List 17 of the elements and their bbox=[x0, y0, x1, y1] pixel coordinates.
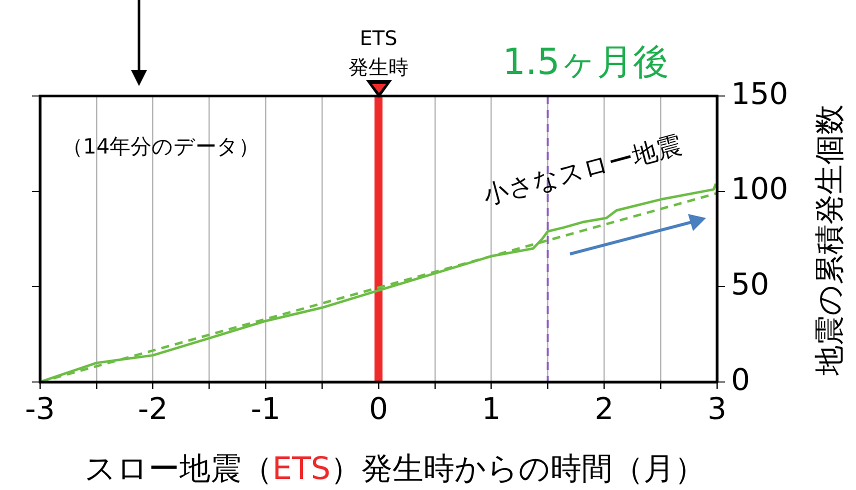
x-axis-title: スロー地震（ETS）発生時からの時間（月） bbox=[84, 451, 706, 487]
annotation: （14年分のデータ） bbox=[62, 134, 260, 158]
annotation: 小さなスロー地震 bbox=[480, 130, 685, 210]
ref-line-label: ETS 発生時 bbox=[348, 26, 408, 79]
y-tick-label: 0 bbox=[731, 362, 750, 398]
ref-line-label: 1.5ヶ月後 bbox=[502, 42, 669, 83]
y-axis-title: 地震の累積発生個数 bbox=[812, 104, 848, 376]
y-tick-label: 50 bbox=[731, 267, 770, 302]
y-tick-label: 150 bbox=[731, 76, 788, 112]
x-tick-label: -2 bbox=[138, 392, 168, 427]
x-tick-label: 3 bbox=[707, 392, 727, 427]
x-tick-label: 1 bbox=[482, 392, 501, 427]
x-tick-label: 0 bbox=[368, 392, 388, 427]
y-tick-label: 100 bbox=[731, 172, 788, 208]
x-tick-label: -1 bbox=[250, 392, 281, 427]
x-tick-label: -3 bbox=[25, 392, 55, 427]
x-tick-label: 2 bbox=[594, 392, 614, 427]
